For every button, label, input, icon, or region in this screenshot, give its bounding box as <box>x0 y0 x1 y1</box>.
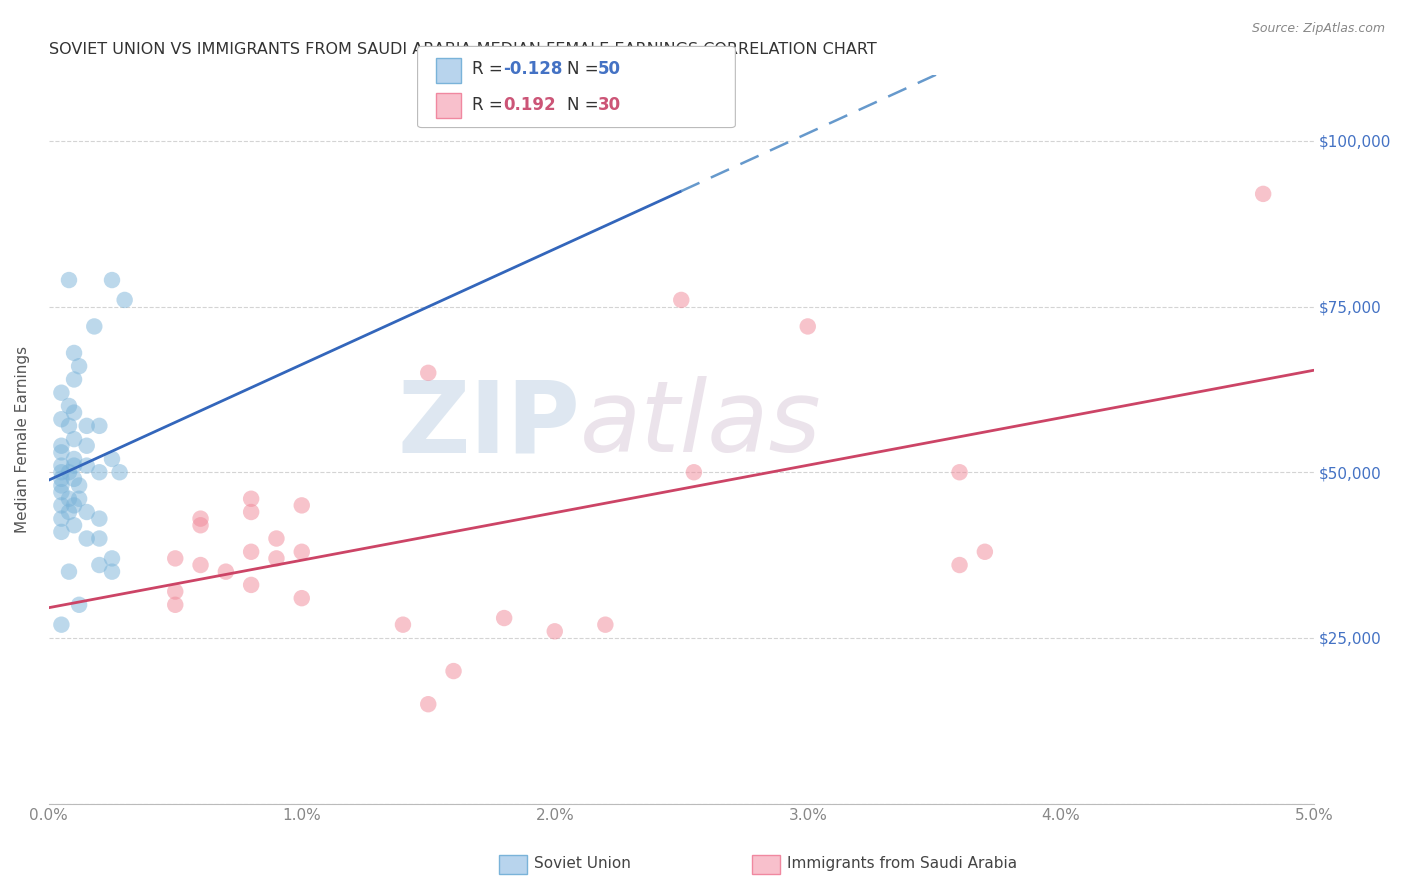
Point <box>291 591 314 606</box>
Point <box>89 558 111 572</box>
Point <box>291 499 314 513</box>
Point <box>494 611 516 625</box>
Point <box>101 452 124 467</box>
Point <box>443 664 465 678</box>
Point <box>51 445 73 459</box>
Point <box>418 366 440 380</box>
Point <box>101 551 124 566</box>
Point <box>240 545 263 559</box>
Point <box>215 565 238 579</box>
Point <box>240 505 263 519</box>
Text: R =: R = <box>472 96 509 114</box>
Point <box>67 478 90 492</box>
Point <box>190 518 212 533</box>
Point <box>948 465 970 479</box>
Point <box>683 465 706 479</box>
Text: Source: ZipAtlas.com: Source: ZipAtlas.com <box>1251 22 1385 36</box>
Point <box>101 565 124 579</box>
Point <box>544 624 567 639</box>
Point <box>51 511 73 525</box>
Point <box>89 532 111 546</box>
Point <box>63 346 86 360</box>
Point <box>89 418 111 433</box>
Point <box>973 545 995 559</box>
Point <box>67 491 90 506</box>
Point <box>51 385 73 400</box>
Point <box>240 491 263 506</box>
Text: 0.192: 0.192 <box>503 96 555 114</box>
Text: N =: N = <box>567 61 603 78</box>
Point <box>51 617 73 632</box>
Point <box>165 551 187 566</box>
Point <box>165 598 187 612</box>
Point <box>58 273 80 287</box>
Text: ZIP: ZIP <box>396 376 581 473</box>
Point <box>595 617 617 632</box>
Point <box>58 505 80 519</box>
Point <box>51 524 73 539</box>
Point <box>58 565 80 579</box>
Text: Immigrants from Saudi Arabia: Immigrants from Saudi Arabia <box>787 856 1018 871</box>
Point <box>1251 186 1274 201</box>
Point <box>948 558 970 572</box>
Point <box>51 412 73 426</box>
Point <box>63 406 86 420</box>
Point <box>108 465 131 479</box>
Point <box>63 452 86 467</box>
Point <box>89 465 111 479</box>
Point <box>671 293 693 307</box>
Point <box>76 532 98 546</box>
Point <box>51 439 73 453</box>
Point <box>63 499 86 513</box>
Text: -0.128: -0.128 <box>503 61 562 78</box>
Point <box>63 458 86 473</box>
Point <box>67 598 90 612</box>
Point <box>190 558 212 572</box>
Text: R =: R = <box>472 61 509 78</box>
Point <box>266 551 288 566</box>
Point <box>51 478 73 492</box>
Point <box>165 584 187 599</box>
Point <box>89 511 111 525</box>
Point <box>101 273 124 287</box>
Point <box>76 505 98 519</box>
Point <box>63 372 86 386</box>
Point <box>190 511 212 525</box>
Point <box>51 472 73 486</box>
Point <box>58 465 80 479</box>
Point <box>67 359 90 374</box>
Point <box>76 418 98 433</box>
Text: atlas: atlas <box>581 376 821 473</box>
Point <box>266 532 288 546</box>
Point <box>51 458 73 473</box>
Point <box>392 617 415 632</box>
Point <box>76 458 98 473</box>
Y-axis label: Median Female Earnings: Median Female Earnings <box>15 345 30 533</box>
Point <box>114 293 136 307</box>
Text: 50: 50 <box>598 61 620 78</box>
Point <box>51 499 73 513</box>
Point <box>76 439 98 453</box>
Point <box>291 545 314 559</box>
Point <box>240 578 263 592</box>
Point <box>63 518 86 533</box>
Point <box>51 465 73 479</box>
Point <box>797 319 820 334</box>
Point <box>58 491 80 506</box>
Point <box>83 319 105 334</box>
Point <box>63 472 86 486</box>
Text: 30: 30 <box>598 96 620 114</box>
Point <box>58 418 80 433</box>
Point <box>51 485 73 500</box>
Text: N =: N = <box>567 96 603 114</box>
Point <box>58 399 80 413</box>
Point <box>418 697 440 711</box>
Text: Soviet Union: Soviet Union <box>534 856 631 871</box>
Text: SOVIET UNION VS IMMIGRANTS FROM SAUDI ARABIA MEDIAN FEMALE EARNINGS CORRELATION : SOVIET UNION VS IMMIGRANTS FROM SAUDI AR… <box>49 42 876 57</box>
Point <box>63 432 86 446</box>
